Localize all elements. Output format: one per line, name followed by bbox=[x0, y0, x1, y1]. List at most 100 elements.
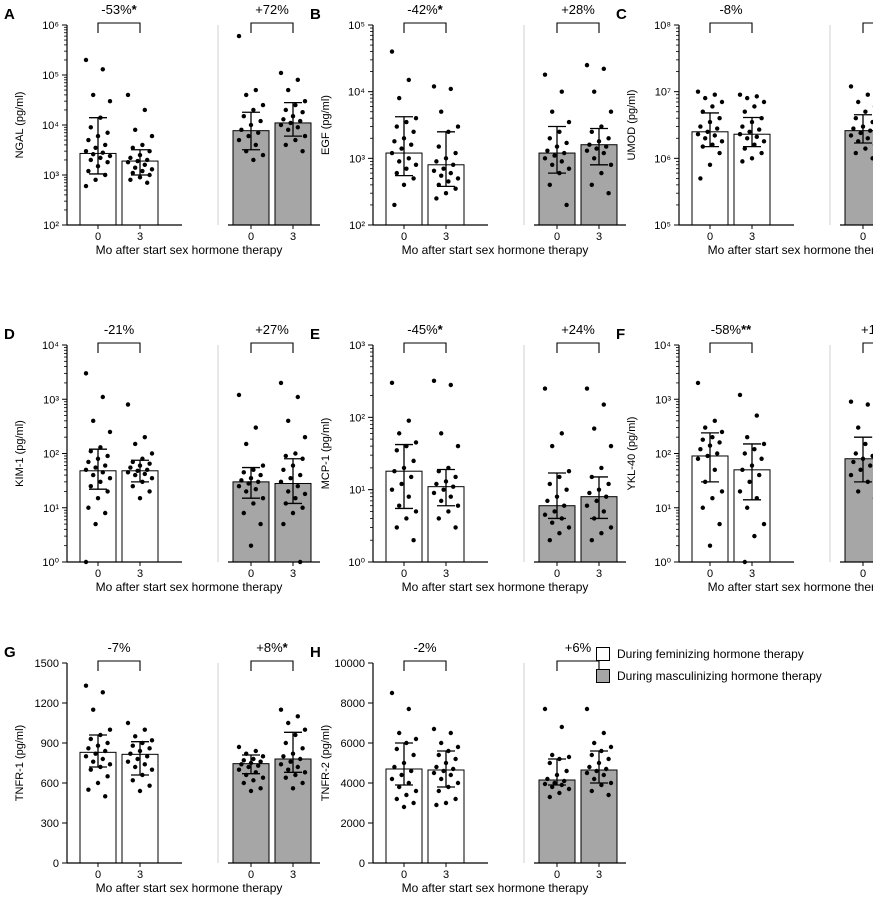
data-point bbox=[747, 479, 752, 485]
data-point bbox=[278, 762, 284, 767]
bar-feminizing-3 bbox=[733, 133, 771, 226]
legend-item-masculinizing: During masculinizing hormone therapy bbox=[596, 665, 822, 687]
data-point bbox=[389, 690, 395, 696]
data-point bbox=[142, 471, 147, 477]
data-point bbox=[448, 382, 453, 388]
data-point bbox=[745, 95, 750, 101]
x-tick-label: 3 bbox=[443, 231, 449, 243]
data-point bbox=[564, 140, 569, 146]
data-point bbox=[105, 160, 110, 165]
significance-bracket bbox=[862, 22, 873, 33]
data-point bbox=[715, 126, 720, 131]
bar-masculinizing-3 bbox=[580, 769, 618, 864]
data-point bbox=[584, 386, 590, 391]
data-point bbox=[246, 133, 251, 139]
data-point bbox=[455, 443, 461, 449]
data-point bbox=[710, 434, 715, 440]
legend-swatch-masculinizing bbox=[596, 669, 610, 683]
change-label: -7% bbox=[107, 640, 131, 655]
data-point bbox=[740, 159, 745, 164]
data-point bbox=[91, 92, 96, 98]
data-point bbox=[258, 118, 263, 124]
data-point bbox=[145, 157, 150, 163]
data-point bbox=[439, 776, 444, 782]
data-point bbox=[712, 92, 717, 97]
data-point bbox=[587, 764, 592, 770]
y-axis-title: KIM-1 (pg/ml) bbox=[14, 420, 26, 487]
y-tick-label: 10⁶ bbox=[42, 20, 59, 32]
x-axis-title: Mo after start sex hormone therapy bbox=[402, 580, 589, 594]
data-point bbox=[293, 451, 298, 456]
x-tick-label: 0 bbox=[95, 869, 101, 881]
data-point bbox=[592, 740, 597, 746]
data-point bbox=[253, 425, 258, 430]
data-point bbox=[298, 472, 303, 478]
x-tick-label: 0 bbox=[95, 568, 101, 580]
data-point bbox=[453, 756, 458, 762]
data-point bbox=[253, 486, 258, 492]
data-point bbox=[248, 543, 254, 548]
x-tick-label: 3 bbox=[290, 231, 296, 243]
y-tick-label: 10² bbox=[43, 449, 59, 461]
data-point bbox=[281, 754, 286, 759]
data-point bbox=[286, 489, 291, 494]
data-point bbox=[135, 468, 140, 473]
data-point bbox=[608, 780, 614, 786]
data-point bbox=[606, 136, 611, 141]
data-point bbox=[278, 380, 284, 386]
data-point bbox=[145, 467, 150, 473]
data-point bbox=[302, 727, 308, 732]
data-point bbox=[260, 754, 266, 759]
significance-stars: * bbox=[132, 2, 138, 17]
data-point bbox=[128, 155, 133, 161]
data-point bbox=[754, 94, 759, 99]
data-point bbox=[288, 759, 293, 764]
data-point bbox=[91, 759, 96, 764]
data-point bbox=[589, 538, 594, 543]
data-point bbox=[86, 168, 91, 174]
legend-label-masculinizing: During masculinizing hormone therapy bbox=[617, 669, 822, 683]
data-point bbox=[83, 371, 89, 376]
significance-bracket bbox=[250, 342, 294, 353]
data-point bbox=[552, 780, 557, 786]
data-point bbox=[559, 89, 564, 94]
data-point bbox=[752, 533, 757, 539]
data-point bbox=[745, 136, 750, 141]
data-point bbox=[453, 474, 458, 480]
data-point bbox=[88, 483, 94, 489]
data-point bbox=[436, 516, 441, 521]
data-point bbox=[443, 190, 449, 196]
data-point bbox=[246, 481, 251, 486]
x-axis-title: Mo after start sex hormone therapy bbox=[708, 580, 873, 594]
data-point bbox=[293, 102, 298, 108]
data-point bbox=[411, 458, 416, 464]
x-tick-label: 0 bbox=[554, 231, 560, 243]
bar-feminizing-3 bbox=[121, 753, 159, 864]
data-point bbox=[260, 775, 266, 780]
data-point bbox=[745, 505, 750, 510]
data-point bbox=[545, 776, 550, 782]
y-tick-label: 1500 bbox=[35, 658, 59, 670]
data-point bbox=[601, 66, 606, 72]
y-tick-label: 10¹ bbox=[349, 485, 365, 497]
data-point bbox=[293, 732, 298, 738]
panel-letter: D bbox=[4, 326, 15, 343]
y-tick-label: 10¹ bbox=[655, 503, 671, 515]
data-point bbox=[601, 402, 606, 407]
data-point bbox=[404, 792, 409, 798]
y-tick-label: 10³ bbox=[655, 394, 671, 406]
change-label: -53%* bbox=[101, 2, 137, 17]
x-tick-label: 3 bbox=[137, 568, 143, 580]
data-point bbox=[698, 447, 703, 452]
y-tick-label: 0 bbox=[53, 858, 59, 870]
data-point bbox=[439, 740, 444, 746]
data-point bbox=[103, 794, 108, 799]
data-point bbox=[281, 117, 286, 122]
data-point bbox=[253, 87, 258, 93]
data-point bbox=[91, 152, 96, 157]
data-point bbox=[453, 150, 458, 156]
data-point bbox=[695, 456, 701, 461]
data-point bbox=[559, 724, 564, 730]
data-point bbox=[302, 98, 308, 104]
panel-h: H 0 2000 4000 6000 8000 10000 TNFR-2 (pg/ml) 0 3 0… bbox=[310, 640, 626, 895]
